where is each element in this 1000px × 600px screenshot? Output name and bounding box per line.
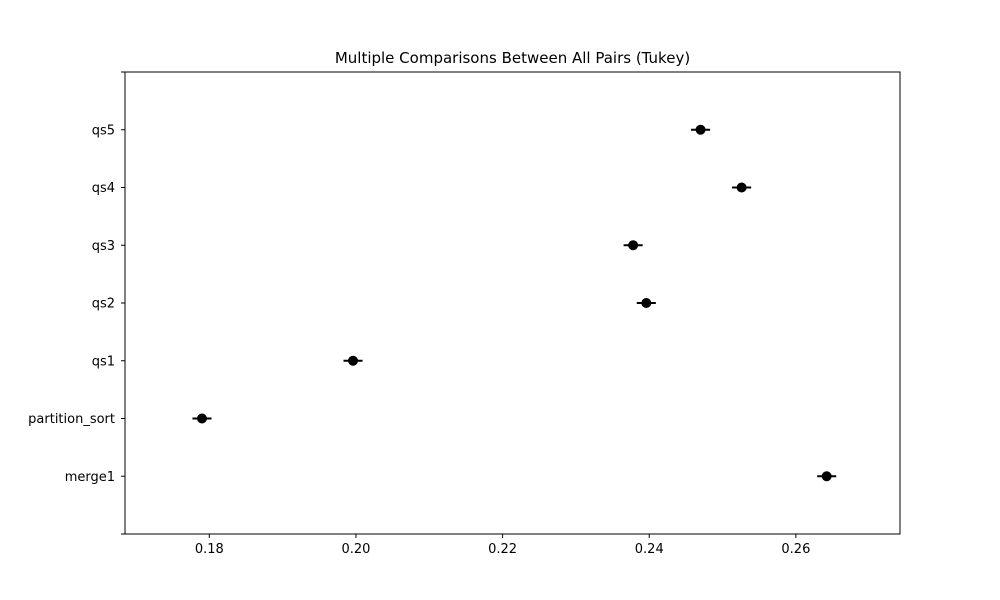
mean-point — [695, 124, 706, 135]
data-marks — [192, 124, 837, 482]
mean-point — [641, 298, 652, 308]
mean-point — [348, 355, 359, 366]
x-tick-label: 0.20 — [341, 542, 370, 557]
y-tick-label: qs2 — [92, 297, 115, 312]
mean-point — [628, 240, 639, 251]
mean-point — [821, 471, 832, 482]
mean-point — [196, 413, 207, 424]
x-tick-label: 0.24 — [635, 542, 664, 557]
chart-title: Multiple Comparisons Between All Pairs (… — [335, 49, 690, 67]
y-tick-label: partition_sort — [28, 412, 115, 427]
x-tick-label: 0.26 — [781, 542, 810, 557]
y-tick-label: qs1 — [92, 354, 115, 369]
y-tick-label: qs4 — [92, 181, 115, 196]
x-tick-label: 0.22 — [488, 542, 517, 557]
y-tick-label: qs3 — [92, 239, 115, 254]
y-axis: merge1 partition_sort qs1 qs2 qs3 qs4 qs5 — [28, 71, 125, 535]
y-tick-label: merge1 — [65, 470, 115, 485]
mean-point — [736, 182, 747, 193]
y-tick-label: qs5 — [92, 123, 115, 138]
x-axis: 0.18 0.20 0.22 0.24 0.26 — [195, 534, 810, 557]
x-tick-label: 0.18 — [195, 542, 224, 557]
